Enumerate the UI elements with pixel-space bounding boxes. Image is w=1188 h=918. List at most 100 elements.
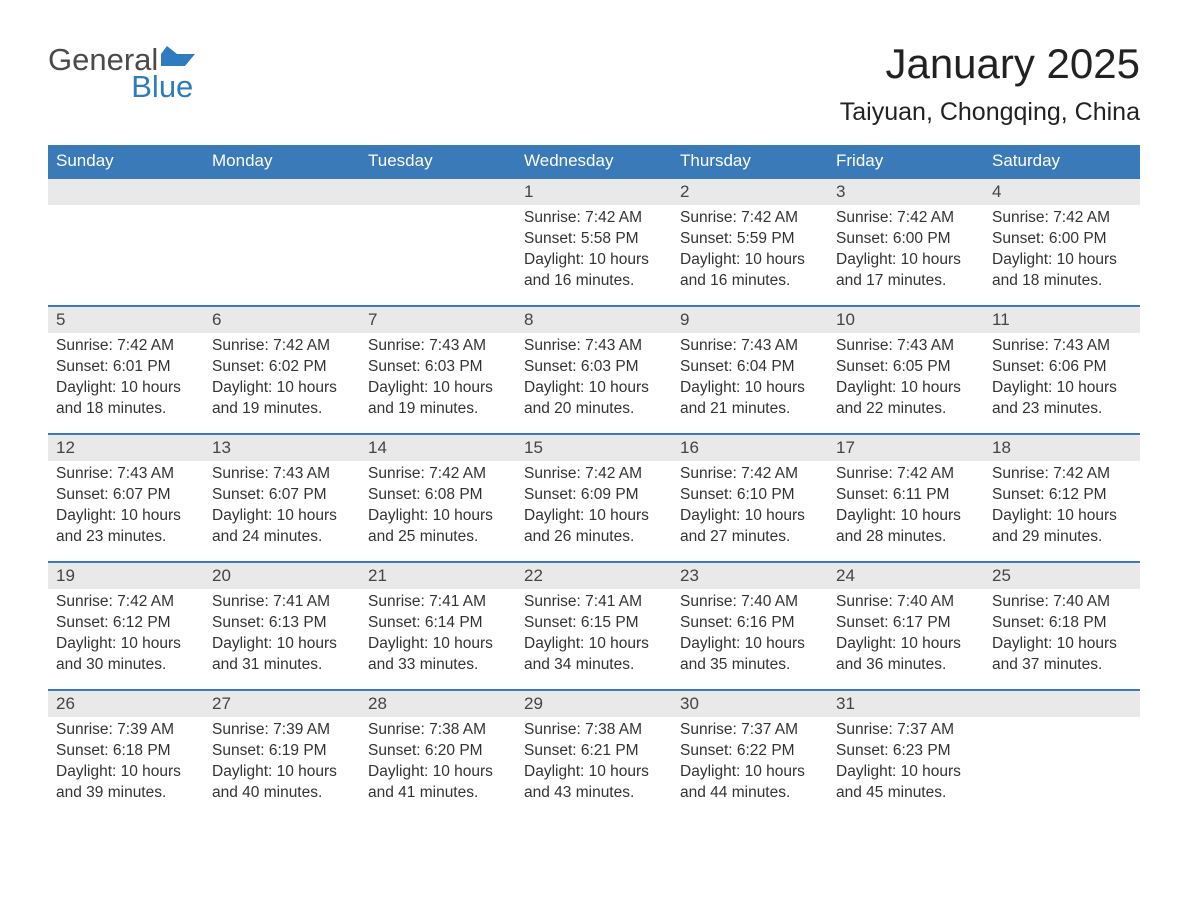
sunset-line: Sunset: 6:20 PM <box>368 741 508 762</box>
calendar-cell: 6Sunrise: 7:42 AMSunset: 6:02 PMDaylight… <box>204 306 360 434</box>
calendar-cell: 14Sunrise: 7:42 AMSunset: 6:08 PMDayligh… <box>360 434 516 562</box>
calendar-cell: 4Sunrise: 7:42 AMSunset: 6:00 PMDaylight… <box>984 178 1140 306</box>
calendar-cell <box>360 178 516 306</box>
day-number: 31 <box>828 691 984 717</box>
sunrise-line: Sunrise: 7:42 AM <box>680 208 820 229</box>
day-number: 28 <box>360 691 516 717</box>
daylight-line: Daylight: 10 hours and 45 minutes. <box>836 762 976 804</box>
page-header: General Blue January 2025 Taiyuan, Chong… <box>48 40 1140 127</box>
day-details: Sunrise: 7:41 AMSunset: 6:15 PMDaylight:… <box>516 589 672 682</box>
sunrise-line: Sunrise: 7:43 AM <box>992 336 1132 357</box>
sunset-line: Sunset: 6:01 PM <box>56 357 196 378</box>
calendar-cell: 11 Sunrise: 7:43 AMSunset: 6:06 PMDayligh… <box>984 306 1140 434</box>
day-details: Sunrise: 7:38 AMSunset: 6:21 PMDaylight:… <box>516 717 672 810</box>
calendar-week: 12Sunrise: 7:43 AMSunset: 6:07 PMDayligh… <box>48 434 1140 562</box>
sunrise-line: Sunrise: 7:42 AM <box>56 592 196 613</box>
sunset-line: Sunset: 6:22 PM <box>680 741 820 762</box>
daylight-line: Daylight: 10 hours and 34 minutes. <box>524 634 664 676</box>
daylight-line: Daylight: 10 hours and 19 minutes. <box>212 378 352 420</box>
daylight-line: Daylight: 10 hours and 16 minutes. <box>680 250 820 292</box>
day-number: 3 <box>828 179 984 205</box>
calendar-cell: 24Sunrise: 7:40 AMSunset: 6:17 PMDayligh… <box>828 562 984 690</box>
day-number: 11 <box>984 307 1140 333</box>
day-details: Sunrise: 7:43 AMSunset: 6:07 PMDaylight:… <box>48 461 204 554</box>
day-number: 21 <box>360 563 516 589</box>
calendar-cell: 10Sunrise: 7:43 AMSunset: 6:05 PMDayligh… <box>828 306 984 434</box>
sunset-line: Sunset: 6:08 PM <box>368 485 508 506</box>
day-details: Sunrise: 7:43 AMSunset: 6:04 PMDaylight:… <box>672 333 828 426</box>
calendar-cell: 8Sunrise: 7:43 AMSunset: 6:03 PMDaylight… <box>516 306 672 434</box>
sunrise-line: Sunrise: 7:41 AM <box>524 592 664 613</box>
weekday-header: Wednesday <box>516 145 672 178</box>
calendar-cell: 28Sunrise: 7:38 AMSunset: 6:20 PMDayligh… <box>360 690 516 818</box>
sunrise-line: Sunrise: 7:39 AM <box>56 720 196 741</box>
calendar-cell: 2Sunrise: 7:42 AMSunset: 5:59 PMDaylight… <box>672 178 828 306</box>
daylight-line: Daylight: 10 hours and 22 minutes. <box>836 378 976 420</box>
sunrise-line: Sunrise: 7:43 AM <box>524 336 664 357</box>
calendar-week: 1Sunrise: 7:42 AMSunset: 5:58 PMDaylight… <box>48 178 1140 306</box>
sunrise-line: Sunrise: 7:40 AM <box>992 592 1132 613</box>
daylight-line: Daylight: 10 hours and 41 minutes. <box>368 762 508 804</box>
day-details: Sunrise: 7:42 AMSunset: 6:00 PMDaylight:… <box>828 205 984 298</box>
calendar-cell: 30Sunrise: 7:37 AMSunset: 6:22 PMDayligh… <box>672 690 828 818</box>
day-number: 12 <box>48 435 204 461</box>
day-number: 14 <box>360 435 516 461</box>
month-title: January 2025 <box>840 40 1140 88</box>
sunset-line: Sunset: 6:00 PM <box>836 229 976 250</box>
sunset-line: Sunset: 5:58 PM <box>524 229 664 250</box>
calendar-cell: 3Sunrise: 7:42 AMSunset: 6:00 PMDaylight… <box>828 178 984 306</box>
day-number: 16 <box>672 435 828 461</box>
day-number: 29 <box>516 691 672 717</box>
sunset-line: Sunset: 6:18 PM <box>992 613 1132 634</box>
calendar-cell <box>984 690 1140 818</box>
calendar-cell: 15Sunrise: 7:42 AMSunset: 6:09 PMDayligh… <box>516 434 672 562</box>
day-number: 7 <box>360 307 516 333</box>
daylight-line: Daylight: 10 hours and 30 minutes. <box>56 634 196 676</box>
daylight-line: Daylight: 10 hours and 35 minutes. <box>680 634 820 676</box>
sunset-line: Sunset: 6:13 PM <box>212 613 352 634</box>
day-number: 27 <box>204 691 360 717</box>
day-details: Sunrise: 7:40 AMSunset: 6:16 PMDaylight:… <box>672 589 828 682</box>
sunset-line: Sunset: 6:05 PM <box>836 357 976 378</box>
sunset-line: Sunset: 6:14 PM <box>368 613 508 634</box>
calendar-cell: 22Sunrise: 7:41 AMSunset: 6:15 PMDayligh… <box>516 562 672 690</box>
sunset-line: Sunset: 6:00 PM <box>992 229 1132 250</box>
calendar-cell: 26Sunrise: 7:39 AMSunset: 6:18 PMDayligh… <box>48 690 204 818</box>
calendar-cell <box>48 178 204 306</box>
day-details: Sunrise: 7:38 AMSunset: 6:20 PMDaylight:… <box>360 717 516 810</box>
logo: General Blue <box>48 40 195 103</box>
flag-icon <box>161 40 195 73</box>
sunset-line: Sunset: 6:04 PM <box>680 357 820 378</box>
sunrise-line: Sunrise: 7:38 AM <box>368 720 508 741</box>
sunset-line: Sunset: 6:06 PM <box>992 357 1132 378</box>
sunset-line: Sunset: 6:23 PM <box>836 741 976 762</box>
day-number <box>360 179 516 205</box>
day-number: 5 <box>48 307 204 333</box>
sunrise-line: Sunrise: 7:42 AM <box>524 464 664 485</box>
sunset-line: Sunset: 6:19 PM <box>212 741 352 762</box>
sunset-line: Sunset: 6:07 PM <box>212 485 352 506</box>
sunset-line: Sunset: 6:12 PM <box>992 485 1132 506</box>
daylight-line: Daylight: 10 hours and 24 minutes. <box>212 506 352 548</box>
sunrise-line: Sunrise: 7:42 AM <box>836 208 976 229</box>
sunrise-line: Sunrise: 7:42 AM <box>368 464 508 485</box>
calendar-cell: 29Sunrise: 7:38 AMSunset: 6:21 PMDayligh… <box>516 690 672 818</box>
sunset-line: Sunset: 6:15 PM <box>524 613 664 634</box>
day-details: Sunrise: 7:43 AMSunset: 6:03 PMDaylight:… <box>360 333 516 426</box>
weekday-header: Monday <box>204 145 360 178</box>
daylight-line: Daylight: 10 hours and 23 minutes. <box>992 378 1132 420</box>
day-details: Sunrise: 7:42 AMSunset: 6:00 PMDaylight:… <box>984 205 1140 298</box>
daylight-line: Daylight: 10 hours and 18 minutes. <box>992 250 1132 292</box>
day-number: 9 <box>672 307 828 333</box>
sunrise-line: Sunrise: 7:42 AM <box>56 336 196 357</box>
calendar-cell: 27Sunrise: 7:39 AMSunset: 6:19 PMDayligh… <box>204 690 360 818</box>
calendar-cell: 12Sunrise: 7:43 AMSunset: 6:07 PMDayligh… <box>48 434 204 562</box>
sunset-line: Sunset: 6:10 PM <box>680 485 820 506</box>
day-number: 30 <box>672 691 828 717</box>
daylight-line: Daylight: 10 hours and 29 minutes. <box>992 506 1132 548</box>
sunrise-line: Sunrise: 7:42 AM <box>680 464 820 485</box>
sunrise-line: Sunrise: 7:42 AM <box>836 464 976 485</box>
calendar-table: SundayMondayTuesdayWednesdayThursdayFrid… <box>48 145 1140 818</box>
sunrise-line: Sunrise: 7:41 AM <box>212 592 352 613</box>
day-number: 6 <box>204 307 360 333</box>
